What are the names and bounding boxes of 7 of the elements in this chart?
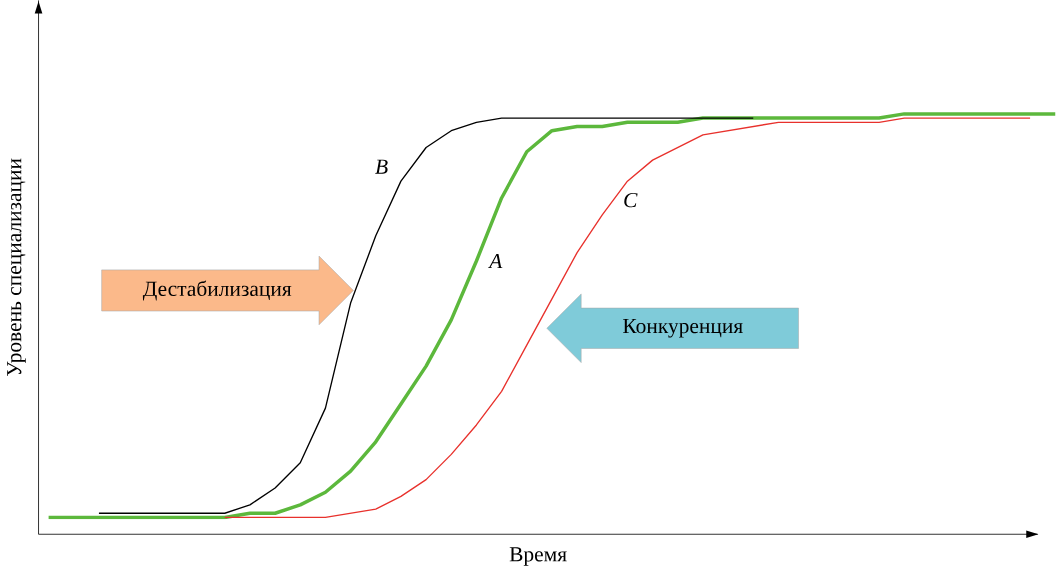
series-label: C [624,192,638,208]
annotation: Дестабилизация [142,280,292,301]
x-axis-title: Время [509,547,567,566]
series-label: B [375,159,388,174]
series-label: A [488,253,503,269]
annotation: Конкуренция [623,318,743,338]
y-axis-title: Уровень специализации [7,158,26,376]
